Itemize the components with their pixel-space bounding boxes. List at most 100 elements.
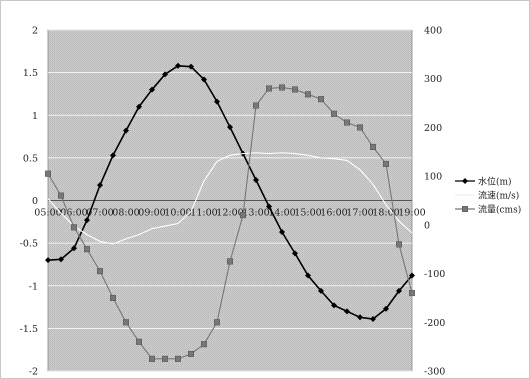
series-point	[149, 86, 155, 93]
y-axis-right: -300 -200 -100 0 100 200 300 400	[424, 26, 445, 378]
series-point	[71, 245, 77, 252]
series-point	[201, 76, 207, 83]
series-point	[396, 287, 402, 294]
series-2	[45, 84, 416, 362]
series-point	[252, 102, 259, 109]
series-point	[136, 103, 142, 110]
series-point	[58, 192, 65, 199]
series-point	[370, 143, 377, 150]
legend: 水位(m) 流速(m/s) 流量(cms)	[455, 176, 521, 216]
x-tick-label: 09:00	[138, 208, 165, 219]
series-point	[318, 96, 325, 103]
legend-item: 流速(m/s)	[455, 190, 519, 202]
y-tick-label: -1	[29, 281, 38, 292]
series-0	[45, 62, 415, 322]
y2-tick-label: -200	[424, 318, 445, 329]
series-point	[109, 294, 116, 301]
y-tick-label: -1.5	[20, 324, 38, 335]
series-point	[409, 290, 416, 297]
series-1	[47, 152, 413, 245]
series-point	[344, 119, 351, 126]
series-point	[331, 110, 338, 117]
series-point	[279, 84, 286, 91]
series-point	[344, 308, 350, 315]
y-axis-left: -2 -1.5 -1 -0.5 0 0.5 1 1.5 2	[20, 26, 38, 378]
series-point	[292, 250, 298, 257]
series-point	[305, 272, 311, 279]
series-point	[187, 350, 194, 357]
x-tick-label: 19:00	[398, 208, 425, 219]
series-point	[175, 62, 181, 69]
series-point	[135, 338, 142, 345]
legend-label: 流量(cms)	[478, 204, 521, 216]
series-point	[462, 205, 469, 212]
legend-item: 流量(cms)	[455, 204, 521, 216]
series-point	[122, 319, 129, 326]
x-tick-label: 07:00	[86, 208, 113, 219]
series-point	[148, 355, 155, 362]
series-point	[305, 91, 312, 98]
y2-tick-label: -100	[424, 269, 445, 280]
series-point	[123, 127, 129, 134]
x-tick-label: 13:00	[242, 208, 269, 219]
series-point	[266, 203, 272, 210]
series-point	[162, 71, 168, 78]
x-tick-label: 17:00	[346, 208, 373, 219]
series-point	[226, 258, 233, 265]
series-point	[58, 256, 64, 263]
series-point	[45, 170, 52, 177]
series-point	[70, 224, 77, 231]
x-tick-label: 05:00	[34, 208, 61, 219]
series-point	[213, 319, 220, 326]
series-point	[83, 246, 90, 253]
series-point	[200, 341, 207, 348]
series-point	[161, 355, 168, 362]
x-tick-label: 06:00	[60, 208, 87, 219]
legend-label: 水位(m)	[478, 176, 512, 188]
y-tick-label: 0	[32, 196, 38, 207]
series-point	[292, 86, 299, 93]
y2-tick-label: 200	[424, 123, 442, 134]
series-point	[253, 177, 259, 184]
series-point	[370, 315, 376, 322]
series-point	[462, 178, 468, 184]
x-tick-label: 14:00	[268, 208, 295, 219]
x-tick-label: 15:00	[294, 208, 321, 219]
series-point	[96, 268, 103, 275]
y-tick-label: 2	[32, 26, 38, 37]
x-tick-label: 12:00	[216, 208, 243, 219]
series-point	[45, 257, 51, 264]
gridlines	[48, 29, 412, 372]
y-tick-label: 1.5	[23, 68, 38, 79]
series-point	[97, 182, 103, 189]
series-point	[383, 160, 390, 167]
series-point	[214, 98, 220, 105]
series-layer	[45, 62, 416, 362]
series-point	[84, 217, 90, 224]
series-point	[396, 241, 403, 248]
series-point	[174, 355, 181, 362]
x-tick-label: 18:00	[372, 208, 399, 219]
series-point	[188, 63, 194, 70]
y2-tick-label: 100	[424, 172, 442, 183]
series-point	[318, 287, 324, 294]
series-point	[227, 124, 233, 131]
y2-tick-label: 0	[424, 220, 430, 231]
series-point	[357, 124, 364, 131]
x-axis: 05:0006:0007:0008:0009:0010:0011:0012:00…	[34, 208, 425, 219]
series-point	[279, 229, 285, 236]
y-tick-label: -2	[29, 367, 38, 378]
legend-item: 水位(m)	[455, 176, 512, 188]
series-point	[357, 314, 363, 321]
x-tick-label: 11:00	[190, 208, 217, 219]
series-point	[383, 305, 389, 312]
series-line	[47, 152, 413, 245]
y2-tick-label: -300	[424, 367, 445, 378]
series-point	[331, 302, 337, 309]
legend-label: 流速(m/s)	[478, 190, 519, 202]
y-tick-label: 1	[32, 111, 38, 122]
y-tick-label: 0.5	[23, 153, 38, 164]
x-tick-label: 10:00	[164, 208, 191, 219]
y-tick-label: -0.5	[20, 239, 38, 250]
